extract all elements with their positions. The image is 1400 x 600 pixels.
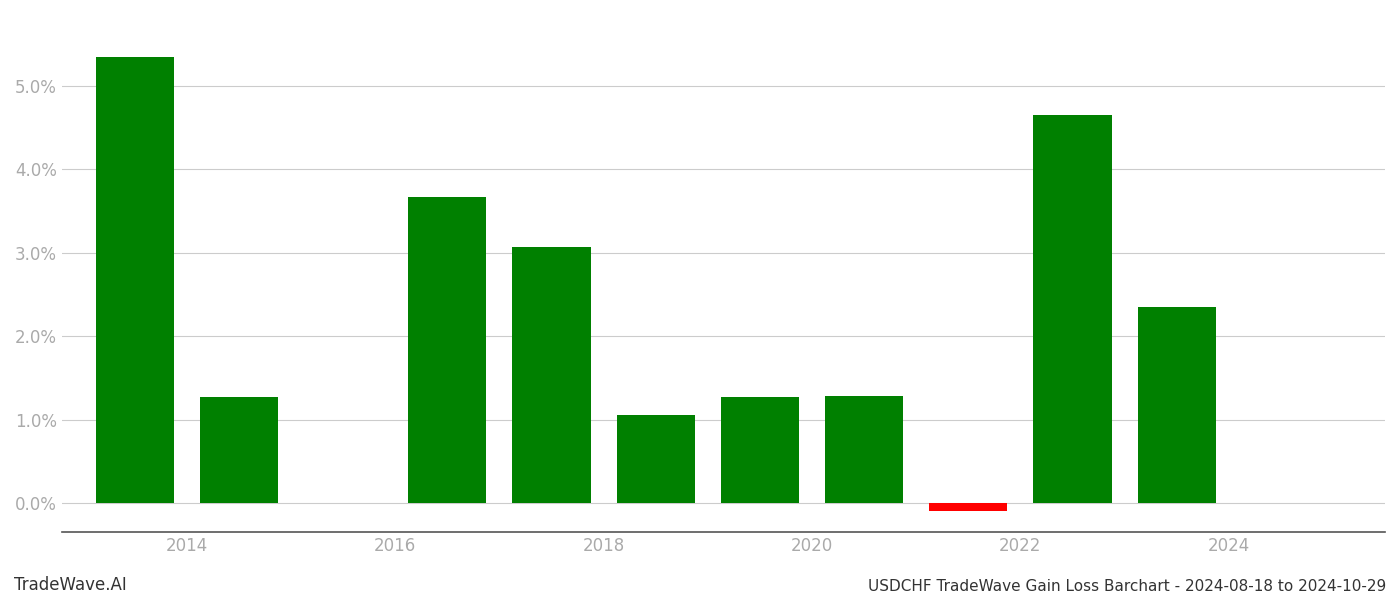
Bar: [1033, 115, 1112, 503]
Bar: [95, 57, 174, 503]
Text: USDCHF TradeWave Gain Loss Barchart - 2024-08-18 to 2024-10-29: USDCHF TradeWave Gain Loss Barchart - 20…: [868, 579, 1386, 594]
Bar: [200, 397, 279, 503]
Bar: [721, 397, 799, 503]
Bar: [409, 197, 486, 503]
Bar: [930, 503, 1008, 511]
Bar: [616, 415, 694, 503]
Text: TradeWave.AI: TradeWave.AI: [14, 576, 127, 594]
Bar: [512, 247, 591, 503]
Bar: [1138, 307, 1215, 503]
Bar: [825, 396, 903, 503]
